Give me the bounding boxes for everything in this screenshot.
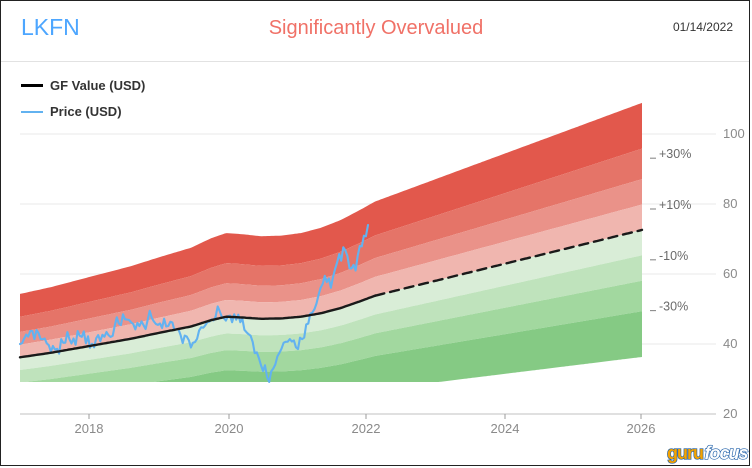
svg-text:+30%: +30% bbox=[659, 147, 691, 161]
svg-text:2022: 2022 bbox=[352, 421, 381, 436]
svg-text:2026: 2026 bbox=[627, 421, 656, 436]
svg-text:2018: 2018 bbox=[75, 421, 104, 436]
svg-text:guru: guru bbox=[667, 443, 703, 463]
svg-text:focus: focus bbox=[705, 443, 749, 463]
svg-text:+10%: +10% bbox=[659, 198, 691, 212]
svg-text:-10%: -10% bbox=[659, 249, 688, 263]
svg-text:80: 80 bbox=[723, 196, 737, 211]
svg-text:20: 20 bbox=[723, 406, 737, 421]
svg-text:60: 60 bbox=[723, 266, 737, 281]
svg-text:2020: 2020 bbox=[215, 421, 244, 436]
svg-text:-30%: -30% bbox=[659, 300, 688, 314]
svg-text:2024: 2024 bbox=[491, 421, 520, 436]
svg-text:100: 100 bbox=[723, 126, 745, 141]
svg-text:40: 40 bbox=[723, 336, 737, 351]
